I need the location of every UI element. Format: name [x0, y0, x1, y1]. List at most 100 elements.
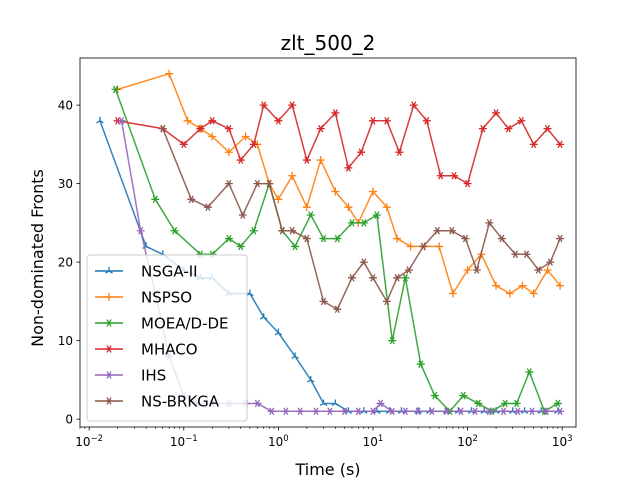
- data-point: [511, 250, 520, 259]
- legend-label-ihs: IHS: [141, 367, 166, 385]
- data-point: [333, 305, 342, 314]
- axes: 10−2 10−1 100 101 102 103 0 10 20 30 40: [58, 57, 577, 449]
- data-point: [96, 116, 104, 124]
- data-point: [312, 407, 321, 416]
- data-point: [529, 289, 538, 298]
- data-point: [492, 281, 501, 290]
- data-point: [459, 391, 468, 400]
- data-point: [136, 226, 145, 235]
- data-point: [347, 274, 356, 282]
- data-point: [302, 203, 311, 212]
- data-point: [151, 195, 160, 204]
- data-point: [267, 407, 276, 416]
- x-axis-label: Time (s): [294, 460, 360, 479]
- data-point: [165, 69, 174, 78]
- data-point: [472, 266, 481, 274]
- legend-box: [86, 254, 248, 422]
- data-point: [456, 407, 465, 416]
- data-point: [291, 352, 299, 359]
- data-point: [556, 281, 565, 290]
- data-point: [501, 399, 510, 408]
- data-point: [393, 234, 402, 243]
- x-tick-label: 10−1: [170, 434, 198, 449]
- data-point: [360, 407, 368, 414]
- data-point: [331, 109, 340, 117]
- data-point: [382, 297, 391, 306]
- data-point: [478, 124, 487, 133]
- data-point: [442, 407, 451, 416]
- y-tick-label: 10: [58, 334, 73, 348]
- data-point: [354, 407, 363, 416]
- data-point: [288, 101, 297, 109]
- data-point: [525, 368, 534, 376]
- data-point: [485, 219, 494, 227]
- data-point: [288, 171, 297, 180]
- data-point: [306, 211, 315, 219]
- y-tick-label: 30: [58, 177, 73, 191]
- x-tick-label: 101: [363, 434, 384, 449]
- data-point: [316, 124, 325, 133]
- data-point: [208, 132, 217, 141]
- data-point: [382, 203, 391, 212]
- data-point: [447, 226, 456, 235]
- data-point: [471, 407, 480, 416]
- data-point: [518, 281, 527, 290]
- data-point: [302, 156, 311, 164]
- data-point: [546, 258, 555, 266]
- data-point: [376, 399, 385, 408]
- data-point: [499, 407, 508, 416]
- data-point: [401, 407, 410, 416]
- data-point: [372, 211, 381, 219]
- data-point: [249, 140, 258, 149]
- data-point: [534, 266, 543, 274]
- data-point: [170, 226, 179, 235]
- data-point: [543, 124, 552, 133]
- data-point: [357, 148, 366, 157]
- data-point: [529, 140, 538, 149]
- data-point: [556, 407, 565, 416]
- data-point: [333, 234, 342, 243]
- data-point: [291, 242, 300, 251]
- y-tick-label: 0: [65, 413, 73, 427]
- data-point: [259, 313, 268, 320]
- legend-marker-nspso: [105, 293, 113, 301]
- data-point: [331, 187, 340, 196]
- y-tick-label: 40: [58, 99, 73, 113]
- data-point: [388, 336, 397, 345]
- data-point: [325, 407, 334, 416]
- data-point: [497, 234, 506, 243]
- data-point: [158, 124, 167, 133]
- x-tick-label: 10−2: [75, 434, 103, 449]
- data-point: [368, 407, 377, 416]
- data-point: [427, 407, 436, 416]
- data-point: [485, 407, 494, 416]
- data-point: [522, 250, 531, 259]
- data-point: [382, 117, 391, 125]
- data-point: [241, 132, 250, 141]
- data-point: [543, 265, 552, 274]
- series-line-moea-d-de: [114, 89, 559, 413]
- series-ns-brkga: [158, 124, 565, 314]
- data-point: [430, 391, 439, 400]
- legend-label-moea-d-de: MOEA/D-DE: [141, 315, 229, 333]
- legend-marker-moea-d-de: [105, 319, 113, 327]
- data-point: [553, 399, 562, 408]
- data-point: [319, 399, 328, 407]
- data-point: [288, 226, 297, 235]
- data-point: [520, 407, 529, 414]
- data-point: [359, 258, 368, 266]
- x-tick-label: 100: [268, 434, 289, 449]
- plot-area: [96, 69, 565, 416]
- data-point: [368, 187, 377, 196]
- data-point: [224, 124, 233, 133]
- x-tick-label: 102: [457, 434, 478, 449]
- legend-label-ns-brkga: NS-BRKGA: [141, 393, 220, 411]
- data-point: [296, 407, 305, 416]
- data-point: [253, 179, 262, 188]
- data-point: [422, 117, 431, 125]
- data-point: [111, 85, 120, 94]
- data-point: [340, 407, 349, 416]
- y-tick-label: 20: [58, 256, 73, 270]
- data-point: [404, 266, 413, 274]
- data-point: [274, 328, 283, 336]
